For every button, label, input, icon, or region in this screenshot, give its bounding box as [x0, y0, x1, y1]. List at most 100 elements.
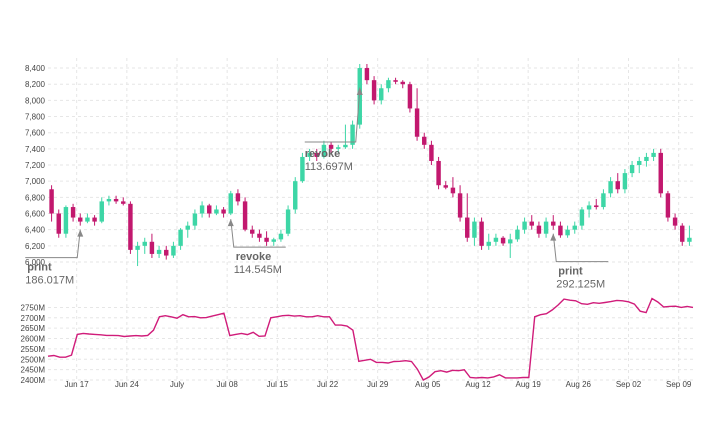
- volume-tick-label: 2550M: [21, 345, 46, 354]
- candle-body: [465, 217, 470, 238]
- annotation-leader-line: [304, 89, 361, 143]
- candle-body: [285, 209, 291, 234]
- candle-body: [450, 187, 456, 194]
- price-tick-label: 7,600: [25, 129, 46, 138]
- candle-body: [364, 68, 370, 81]
- annotation-value: 186.017M: [25, 275, 74, 287]
- candle-body: [536, 225, 542, 234]
- candle-body: [149, 241, 155, 254]
- candle-body: [343, 144, 348, 148]
- candle-body: [113, 198, 119, 202]
- candle-body: [264, 237, 269, 242]
- candle-body: [400, 81, 405, 85]
- candle-body: [278, 233, 284, 240]
- price-tick-label: 7,800: [25, 113, 46, 122]
- annotation-title: revoke: [236, 251, 271, 263]
- candle-body: [644, 156, 649, 161]
- candle-body: [221, 209, 226, 214]
- candle-body: [214, 209, 219, 214]
- candle-body: [637, 160, 642, 166]
- candle-body: [85, 217, 90, 222]
- candle-body: [594, 205, 599, 208]
- candle-body: [443, 185, 448, 188]
- annotation-leader-line: [230, 219, 286, 248]
- candle-body: [307, 152, 312, 157]
- candle-body: [293, 181, 298, 210]
- candle-body: [92, 217, 97, 222]
- price-tick-label: 7,200: [25, 161, 46, 170]
- price-tick-label: 6,000: [25, 258, 46, 267]
- candle-body: [56, 213, 61, 234]
- candle-body: [608, 181, 613, 194]
- candle-body: [615, 181, 620, 190]
- candle-body: [336, 147, 341, 149]
- price-tick-label: 8,000: [25, 96, 46, 105]
- candle-body: [135, 245, 140, 250]
- candle-body: [407, 84, 413, 109]
- candle-body: [185, 225, 190, 230]
- x-tick-label: Jul 29: [367, 380, 389, 389]
- volume-tick-label: 2600M: [21, 335, 46, 344]
- x-tick-label: Aug 26: [566, 380, 592, 389]
- candle-body: [651, 152, 656, 157]
- candle-body: [672, 217, 678, 226]
- candle-body: [665, 193, 671, 218]
- candle-body: [680, 225, 685, 242]
- candle-body: [658, 152, 663, 194]
- annotation-arrow-icon: [227, 219, 234, 227]
- candle-body: [558, 225, 563, 236]
- x-tick-label: Sep 09: [666, 380, 692, 389]
- candle-body: [328, 144, 334, 149]
- annotation-arrow-icon: [77, 229, 84, 237]
- x-tick-label: July: [170, 380, 184, 389]
- x-tick-label: Jun 17: [65, 380, 90, 389]
- candle-body: [49, 189, 54, 214]
- candle-body: [393, 80, 398, 82]
- candle-body: [414, 108, 420, 137]
- candle-body: [379, 88, 384, 101]
- candle-body: [121, 201, 126, 204]
- candle-body: [70, 207, 76, 218]
- candle-body: [178, 229, 183, 246]
- annotation-title: print: [27, 262, 52, 274]
- candle-body: [493, 237, 499, 242]
- volume-tick-label: 2500M: [21, 355, 46, 364]
- volume-tick-label: 2750M: [21, 303, 46, 312]
- candle-body: [515, 229, 520, 240]
- candle-body: [472, 221, 477, 238]
- candle-body: [579, 209, 585, 226]
- candle-body: [314, 152, 319, 157]
- candle-body: [128, 203, 133, 250]
- candle-body: [99, 201, 104, 222]
- candle-body: [422, 136, 427, 145]
- candle-body: [586, 205, 592, 210]
- annotation-arrow-icon: [550, 233, 557, 241]
- price-tick-label: 7,400: [25, 145, 46, 154]
- candle-body: [350, 124, 355, 145]
- candle-body: [235, 193, 241, 202]
- candle-body: [192, 213, 198, 226]
- price-tick-label: 6,600: [25, 210, 46, 219]
- candle-body: [164, 249, 169, 256]
- candle-body: [436, 160, 441, 186]
- candle-body: [551, 221, 556, 226]
- candle-body: [78, 217, 83, 222]
- candle-body: [171, 245, 176, 256]
- candle-body: [429, 144, 434, 161]
- x-tick-label: Jun 24: [115, 380, 140, 389]
- price-tick-label: 7,000: [25, 177, 46, 186]
- annotation-leader-line: [25, 229, 81, 259]
- x-tick-label: Jul 15: [267, 380, 289, 389]
- candle-body: [321, 144, 327, 157]
- x-tick-label: Jul 08: [216, 380, 238, 389]
- candle-body: [257, 233, 262, 238]
- x-tick-label: Sep 02: [616, 380, 642, 389]
- annotation-title: print: [558, 266, 583, 278]
- x-tick-label: Aug 12: [465, 380, 491, 389]
- candle-body: [629, 165, 635, 174]
- candle-body: [63, 207, 69, 234]
- annotation-arrow-icon: [356, 87, 363, 95]
- candle-body: [508, 239, 513, 244]
- candle-body: [106, 198, 112, 202]
- candle-body: [250, 229, 255, 234]
